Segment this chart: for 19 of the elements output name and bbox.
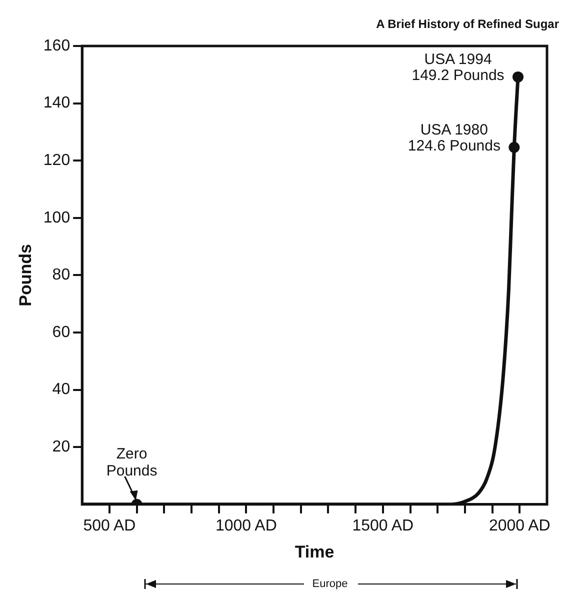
y-tick-label: 160 <box>43 37 70 54</box>
x-tick-label: 2000 AD <box>488 517 550 534</box>
chart-title: A Brief History of Refined Sugar <box>376 17 560 31</box>
y-axis-title: Pounds <box>16 244 35 306</box>
annotation: USA 1994 149.2 Pounds <box>412 51 504 84</box>
y-tick-label: 40 <box>52 381 70 398</box>
y-tick-label: 100 <box>43 209 70 226</box>
text: Europe <box>312 578 348 590</box>
y-tick-label: 140 <box>43 94 70 112</box>
x-axis-title: Time <box>294 542 334 562</box>
x-tick-label: 500 AD <box>83 517 136 534</box>
y-tick-label: 80 <box>52 266 70 284</box>
annotation: USA 1980 124.6 Pounds <box>408 122 500 155</box>
y-tick-label: 120 <box>43 152 70 170</box>
x-tick-label: 1500 AD <box>352 517 414 534</box>
y-tick-label: 60 <box>52 324 70 341</box>
x-tick-label: 1000 AD <box>215 517 277 534</box>
y-tick-label: 20 <box>52 438 70 456</box>
annotation: Zero Pounds <box>106 446 158 480</box>
